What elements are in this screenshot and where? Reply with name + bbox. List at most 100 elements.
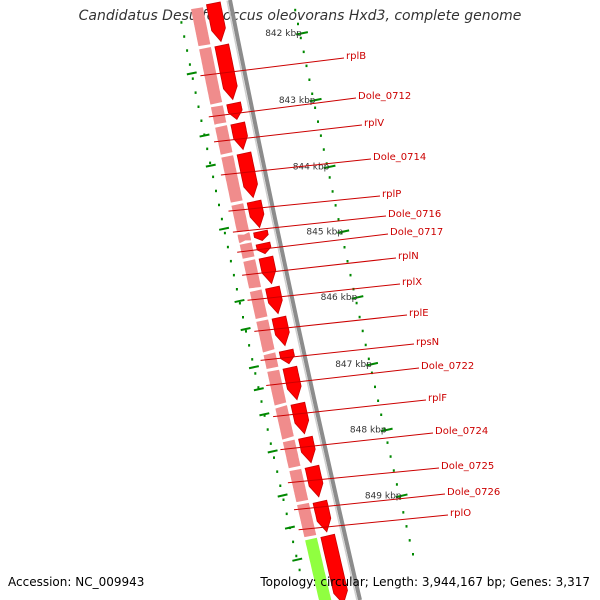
cds-arrow <box>290 401 310 435</box>
kbp-ruler-dot <box>374 385 376 389</box>
gene-track-segment <box>191 7 211 47</box>
kbp-ruler-dot <box>322 148 325 151</box>
backbone-line <box>228 0 362 600</box>
outer-ruler-dot <box>251 358 254 361</box>
outer-ruler-dot <box>183 35 186 38</box>
kbp-ruler-dot <box>364 343 367 347</box>
kbp-ruler-dot <box>377 399 380 402</box>
outer-ruler-dot <box>266 428 269 431</box>
outer-ruler-tick <box>253 387 264 392</box>
kbp-tick <box>395 493 408 499</box>
kbp-ruler-dot <box>405 525 408 528</box>
gene-label-leader <box>232 215 387 233</box>
gene-track-segment <box>289 468 309 503</box>
outer-ruler-dot <box>248 344 251 347</box>
cds-arrow <box>320 533 348 600</box>
gene-label: Dole_0712 <box>358 91 411 102</box>
cds-arrow <box>304 464 324 498</box>
kbp-ruler-dot <box>343 246 346 249</box>
gene-track-segment <box>263 352 279 369</box>
kbp-tick-label: 842 kbp <box>265 29 302 39</box>
outer-ruler-dot <box>215 189 217 193</box>
outer-ruler-dot <box>206 147 209 151</box>
outer-ruler-dot <box>200 119 203 122</box>
cds-arrow <box>265 285 283 315</box>
gene-track-segment <box>231 203 249 233</box>
cds-arrow <box>206 1 226 43</box>
outer-ruler-tick <box>248 365 260 370</box>
gene-label: rplN <box>398 251 419 262</box>
gene-label-leader <box>237 233 389 253</box>
gene-label-leader <box>200 57 345 77</box>
outer-ruler-dot <box>194 91 197 94</box>
kbp-ruler-dot <box>380 413 383 416</box>
gene-track-segment <box>256 319 275 353</box>
kbp-tick <box>337 229 350 234</box>
outer-ruler-dot <box>298 568 301 572</box>
gene-label-leader <box>266 367 420 386</box>
outer-ruler-tick <box>205 163 216 168</box>
outer-ruler-tick <box>240 327 251 332</box>
kbp-ruler-dot <box>395 483 398 486</box>
outer-ruler-dot <box>180 21 183 24</box>
kbp-tick-label: 843 kbp <box>279 96 316 106</box>
outer-ruler-dot <box>260 400 263 403</box>
outer-ruler-dot <box>218 203 220 207</box>
outer-ruler-tick <box>234 298 245 304</box>
outer-ruler-dot <box>245 330 247 333</box>
outer-ruler-dot <box>197 105 200 108</box>
kbp-ruler-dot <box>331 190 334 193</box>
gene-label: Dole_0725 <box>441 461 494 472</box>
cds-arrow <box>298 435 316 464</box>
outer-ruler-dot <box>226 245 229 249</box>
kbp-tick-label: 844 kbp <box>293 163 330 173</box>
outer-ruler-tick <box>277 493 288 498</box>
gene-label-leader <box>273 399 427 418</box>
gene-label: rplX <box>402 277 422 288</box>
gene-track-segment <box>282 439 301 469</box>
gene-label: rplE <box>409 308 429 319</box>
gene-track-segment <box>305 537 332 600</box>
outer-ruler-dot <box>220 217 223 221</box>
gene-track-segment <box>210 105 227 125</box>
gene-label: Dole_0717 <box>390 227 443 238</box>
kbp-ruler-dot <box>305 64 308 68</box>
kbp-ruler-dot <box>408 539 411 542</box>
backbone-highlight <box>226 0 358 600</box>
kbp-ruler-dot <box>337 218 340 221</box>
kbp-ruler-dot <box>294 8 297 12</box>
outer-ruler-tick <box>292 557 303 562</box>
cds-arrow <box>255 241 272 255</box>
kbp-ruler-dot <box>308 78 311 81</box>
kbp-ruler-dot <box>319 134 322 137</box>
kbp-ruler-dot <box>402 511 405 514</box>
kbp-ruler-dot <box>317 120 319 123</box>
cds-arrow <box>236 151 258 199</box>
gene-label-leader <box>213 124 363 143</box>
cds-arrow <box>312 499 332 533</box>
gene-track-segment <box>215 125 233 155</box>
outer-ruler-dot <box>209 161 212 165</box>
outer-ruler-dot <box>238 302 241 305</box>
outer-ruler-dot <box>212 175 215 179</box>
kbp-ruler-dot <box>386 441 389 444</box>
kbp-tick <box>351 295 364 300</box>
kbp-tick-label: 849 kbp <box>365 491 402 501</box>
outer-ruler-tick <box>199 133 210 138</box>
kbp-tick <box>380 427 393 433</box>
cds-arrow <box>230 121 248 151</box>
gene-track-segment <box>267 369 287 406</box>
genome-summary: Topology: circular; Length: 3,944,167 bp… <box>260 575 590 589</box>
kbp-ruler-dot <box>314 106 317 109</box>
gene-label-leader <box>247 283 401 301</box>
outer-ruler-tick <box>267 449 278 454</box>
kbp-tick <box>295 31 309 36</box>
gene-label: rplO <box>450 508 471 519</box>
cds-arrow <box>278 348 295 365</box>
outer-ruler-tick <box>186 71 197 76</box>
kbp-ruler-dot <box>361 329 364 333</box>
gene-label: rplB <box>346 51 366 62</box>
gene-label: Dole_0726 <box>447 487 500 498</box>
gene-label: Dole_0716 <box>388 209 441 220</box>
